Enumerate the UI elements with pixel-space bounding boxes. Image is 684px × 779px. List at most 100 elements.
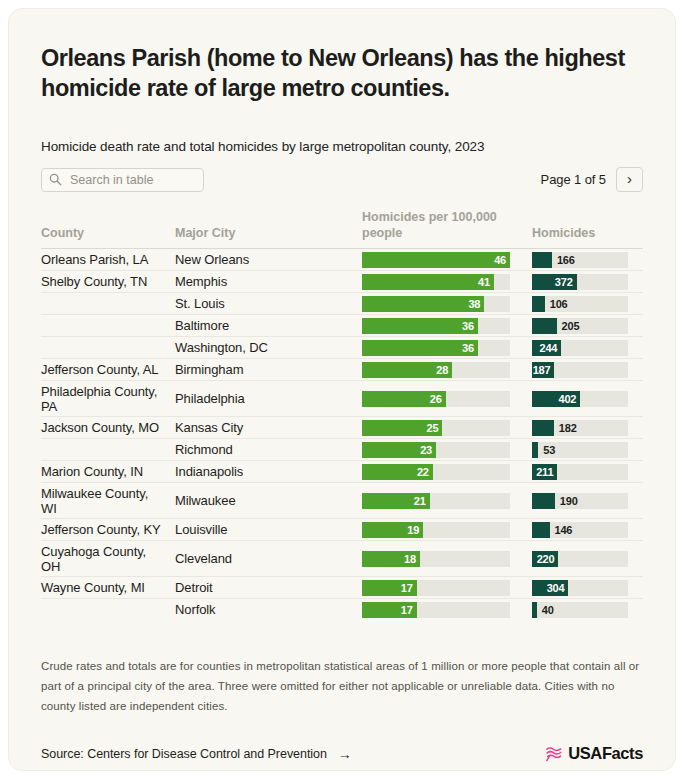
- homicides-value-label: 402: [558, 393, 576, 405]
- rate-cell: 17: [362, 602, 532, 618]
- homicides-bar-fill: [532, 522, 550, 538]
- table-row: Jackson County, MOKansas City25182: [41, 417, 643, 439]
- usafacts-chart-card: Orleans Parish (home to New Orleans) has…: [8, 8, 676, 771]
- homicides-bar-track: 372: [532, 274, 628, 290]
- rate-value-label: 41: [478, 276, 490, 288]
- brand-name: USAFacts: [568, 744, 643, 763]
- county-cell: Jefferson County, AL: [41, 362, 175, 377]
- rate-cell: 19: [362, 522, 532, 538]
- rate-value-label: 36: [462, 320, 474, 332]
- homicides-bar-track: 402: [532, 391, 628, 407]
- pagination: Page 1 of 5 ›: [541, 167, 643, 192]
- rate-cell: 46: [362, 252, 532, 268]
- homicides-cell: 182: [532, 420, 643, 436]
- homicides-cell: 40: [532, 602, 643, 618]
- usafacts-logo[interactable]: USAFacts: [544, 744, 643, 763]
- homicides-value-label: 211: [536, 466, 553, 478]
- next-page-button[interactable]: ›: [616, 167, 643, 192]
- homicides-value-label: 190: [560, 495, 578, 507]
- county-cell: Wayne County, MI: [41, 580, 175, 595]
- rate-value-label: 26: [430, 393, 442, 405]
- table-row: Wayne County, MIDetroit17304: [41, 577, 643, 599]
- table-row: Richmond2353: [41, 439, 643, 461]
- column-header-rate: Homicides per 100,000 people: [362, 209, 512, 241]
- search-input[interactable]: [41, 168, 204, 192]
- rate-value-label: 36: [462, 342, 474, 354]
- rate-bar-fill: 22: [362, 464, 433, 480]
- rate-value-label: 28: [436, 364, 448, 376]
- table-row: Milwaukee County, WIMilwaukee21190: [41, 483, 643, 519]
- homicides-bar-track: 53: [532, 442, 628, 458]
- homicides-bar-fill: [532, 318, 557, 334]
- homicides-cell: 53: [532, 442, 643, 458]
- rate-bar-track: 21: [362, 493, 510, 509]
- usafacts-flag-icon: [544, 745, 564, 763]
- homicides-bar-fill: 211: [532, 464, 557, 480]
- column-header-homicides: Homicides: [532, 225, 643, 241]
- search-box: [41, 168, 204, 192]
- rate-value-label: 19: [407, 524, 419, 536]
- rate-bar-track: 25: [362, 420, 510, 436]
- rate-value-label: 23: [420, 444, 432, 456]
- homicides-value-label: 187: [533, 364, 551, 376]
- homicides-cell: 304: [532, 580, 643, 596]
- homicides-bar-fill: 304: [532, 580, 568, 596]
- homicides-bar-fill: [532, 296, 545, 312]
- homicides-cell: 220: [532, 551, 643, 567]
- rate-bar-fill: 25: [362, 420, 442, 436]
- homicides-value-label: 166: [557, 254, 575, 266]
- county-cell: Jefferson County, KY: [41, 522, 175, 537]
- rate-bar-fill: 18: [362, 551, 420, 567]
- rate-bar-fill: 46: [362, 252, 510, 268]
- table-row: Shelby County, TNMemphis41372: [41, 271, 643, 293]
- rate-bar-track: 28: [362, 362, 510, 378]
- source-link[interactable]: Source: Centers for Disease Control and …: [41, 746, 352, 762]
- rate-bar-track: 36: [362, 340, 510, 356]
- homicides-bar-track: 187: [532, 362, 628, 378]
- rate-cell: 21: [362, 493, 532, 509]
- city-cell: Birmingham: [175, 362, 362, 377]
- homicides-value-label: 372: [555, 276, 573, 288]
- rate-value-label: 25: [427, 422, 439, 434]
- homicides-value-label: 304: [547, 582, 565, 594]
- homicides-value-label: 220: [537, 553, 555, 565]
- table-row: Norfolk1740: [41, 599, 643, 620]
- homicides-value-label: 182: [559, 422, 577, 434]
- homicides-bar-fill: [532, 442, 538, 458]
- homicides-bar-track: 211: [532, 464, 628, 480]
- rate-cell: 36: [362, 340, 532, 356]
- homicides-bar-track: 220: [532, 551, 628, 567]
- page-indicator: Page 1 of 5: [541, 172, 606, 187]
- source-label: Source: Centers for Disease Control and …: [41, 747, 327, 761]
- rate-bar-fill: 36: [362, 340, 478, 356]
- rate-bar-track: 26: [362, 391, 510, 407]
- county-cell: Philadelphia County, PA: [41, 384, 175, 414]
- county-cell: Orleans Parish, LA: [41, 252, 175, 267]
- rate-value-label: 18: [404, 553, 416, 565]
- rate-bar-fill: 23: [362, 442, 436, 458]
- data-table: County Major City Homicides per 100,000 …: [41, 209, 643, 620]
- table-row: Orleans Parish, LANew Orleans46166: [41, 249, 643, 271]
- city-cell: Kansas City: [175, 420, 362, 435]
- homicides-bar-fill: [532, 420, 554, 436]
- homicides-value-label: 244: [540, 342, 558, 354]
- rate-cell: 23: [362, 442, 532, 458]
- rate-bar-track: 46: [362, 252, 510, 268]
- rate-value-label: 21: [414, 495, 426, 507]
- homicides-bar-track: 304: [532, 580, 628, 596]
- table-row: Jefferson County, KYLouisville19146: [41, 519, 643, 541]
- city-cell: Indianapolis: [175, 464, 362, 479]
- homicides-cell: 106: [532, 296, 643, 312]
- table-row: Washington, DC36244: [41, 337, 643, 359]
- rate-cell: 22: [362, 464, 532, 480]
- homicides-bar-track: 182: [532, 420, 628, 436]
- homicides-value-label: 146: [555, 524, 573, 536]
- homicides-cell: 146: [532, 522, 643, 538]
- table-row: Marion County, INIndianapolis22211: [41, 461, 643, 483]
- table-header-row: County Major City Homicides per 100,000 …: [41, 209, 643, 249]
- homicides-cell: 402: [532, 391, 643, 407]
- homicides-cell: 190: [532, 493, 643, 509]
- table-row: Cuyahoga County, OHCleveland18220: [41, 541, 643, 577]
- homicides-value-label: 205: [562, 320, 580, 332]
- search-icon: [49, 173, 62, 186]
